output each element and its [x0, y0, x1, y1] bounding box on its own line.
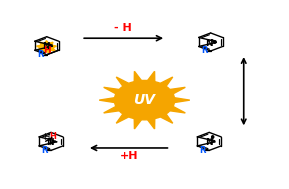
Polygon shape: [104, 107, 119, 113]
Polygon shape: [37, 41, 56, 53]
Text: H: H: [43, 133, 49, 142]
Polygon shape: [170, 107, 185, 113]
Polygon shape: [134, 119, 141, 129]
Text: - H: - H: [114, 23, 132, 33]
Polygon shape: [160, 114, 173, 123]
Text: UV: UV: [134, 93, 155, 107]
Text: N: N: [205, 39, 213, 48]
Text: +H: +H: [120, 151, 139, 161]
Text: N: N: [46, 138, 54, 147]
Polygon shape: [104, 87, 119, 94]
Polygon shape: [99, 98, 114, 102]
Polygon shape: [170, 87, 185, 94]
Text: N: N: [42, 42, 50, 51]
Text: R: R: [41, 146, 48, 155]
Text: •: •: [210, 37, 217, 50]
Text: R: R: [37, 50, 44, 59]
Text: R: R: [201, 46, 208, 56]
Text: H: H: [43, 46, 51, 55]
Text: R: R: [200, 146, 206, 155]
Polygon shape: [116, 77, 129, 86]
Polygon shape: [148, 119, 155, 129]
Polygon shape: [116, 114, 129, 123]
Circle shape: [114, 81, 175, 120]
Text: N: N: [205, 138, 212, 147]
Polygon shape: [148, 71, 155, 81]
Polygon shape: [175, 98, 190, 102]
Polygon shape: [160, 77, 173, 86]
Text: •: •: [208, 132, 216, 145]
Polygon shape: [134, 71, 141, 81]
Text: H: H: [49, 132, 56, 141]
